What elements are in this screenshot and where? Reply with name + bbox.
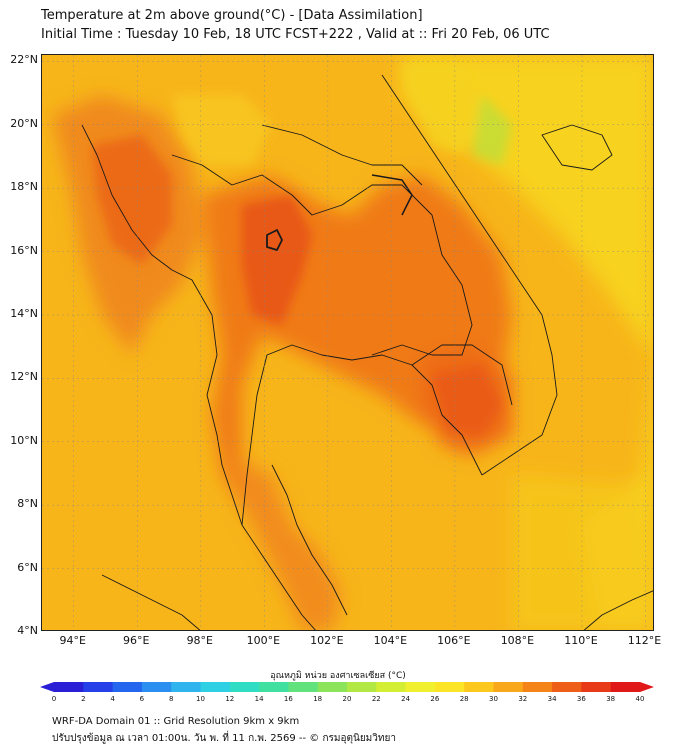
lat-label: 18°N — [10, 180, 38, 194]
colorbar-tick-label: 18 — [313, 695, 323, 703]
lat-label: 14°N — [10, 306, 38, 320]
colorbar-segment — [464, 682, 494, 692]
lat-label: 12°N — [10, 370, 38, 384]
lon-label: 108°E — [500, 634, 535, 647]
malay-peninsula-east-coastline — [271, 464, 348, 616]
colorbar-tick-label: 24 — [401, 695, 411, 703]
hainan-coastline — [541, 124, 613, 171]
colorbar-segment — [581, 682, 612, 692]
colorbar-tick-label: 10 — [196, 695, 205, 703]
colorbar-segment — [259, 682, 289, 692]
colorbar-tick-label: 40 — [635, 695, 645, 703]
colorbar-tick-label: 22 — [371, 695, 381, 703]
colorbar-tick-label: 4 — [110, 695, 115, 703]
myanmar-coastline — [81, 124, 243, 526]
colorbar-segment — [493, 682, 524, 692]
colorbar-tick-label: 0 — [51, 695, 57, 703]
lon-label: 96°E — [123, 634, 150, 647]
lon-label: 94°E — [59, 634, 86, 647]
central-thailand-hot-spot — [242, 195, 312, 325]
colorbar-tick-label: 28 — [459, 695, 469, 703]
lat-label: 6°N — [17, 560, 38, 574]
colorbar-segment — [288, 682, 319, 692]
colorbar-tick-label: 30 — [489, 695, 498, 703]
colorbar-tick-label: 16 — [283, 695, 293, 703]
colorbar-segment — [112, 682, 143, 692]
temperature-map — [41, 54, 654, 631]
colorbar-tick-label: 6 — [139, 695, 145, 703]
colorbar-segment — [552, 682, 582, 692]
laos-border — [261, 124, 423, 186]
lat-label: 10°N — [10, 433, 38, 447]
northern-thailand-cool-spot — [172, 95, 272, 165]
lat-label: 20°N — [10, 116, 38, 130]
myanmar-hot-spot — [92, 135, 172, 265]
colorbar-tick-label: 2 — [81, 695, 86, 703]
borneo-coastline — [583, 590, 653, 630]
south-china-sea-warm-region — [512, 475, 653, 630]
cambodia-hot-spot — [432, 365, 502, 435]
sumatra-coastline — [101, 574, 201, 630]
map-title: Temperature at 2m above ground(°C) - [Da… — [41, 8, 423, 23]
colorbar-min-arrow — [40, 682, 54, 692]
colorbar-tick-label: 8 — [168, 695, 174, 703]
colorbar-tick-label: 12 — [225, 695, 235, 703]
vietnam-coastline — [381, 74, 558, 476]
lon-label: 98°E — [186, 634, 214, 647]
colorbar-title: อุณหภูมิ หน่วย องศาเซลเซียส (°C) — [270, 671, 406, 681]
colorbar-tick-label: 20 — [342, 695, 352, 703]
malay-peninsula-warm-region — [232, 455, 342, 630]
lon-label: 102°E — [310, 634, 344, 647]
lat-label: 22°N — [10, 53, 38, 67]
laos-highland-yellow-region — [402, 65, 482, 155]
colorbar-segment — [610, 682, 641, 692]
colorbar-segment — [229, 682, 260, 692]
colorbar-tick-label: 36 — [576, 695, 586, 703]
colorbar-segment — [405, 682, 436, 692]
lon-label: 100°E — [246, 634, 281, 647]
colorbar-segment — [200, 682, 231, 692]
colorbar-segment — [171, 682, 201, 692]
colorbar-segment — [317, 682, 348, 692]
colorbar-tick-label: 32 — [518, 695, 528, 703]
colorbar-segment — [83, 682, 114, 692]
colorbar-tick-label: 38 — [606, 695, 616, 703]
map-subtitle: Initial Time : Tuesday 10 Feb, 18 UTC FC… — [41, 27, 550, 42]
thai-border — [171, 154, 473, 356]
footer-domain-info: WRF-DA Domain 01 :: Grid Resolution 9km … — [52, 716, 300, 727]
bangkok-lake-contour — [266, 229, 283, 251]
colorbar-segment — [376, 682, 407, 692]
cambodia-border — [411, 344, 513, 406]
colorbar-tick-label: 34 — [547, 695, 557, 703]
lon-label: 106°E — [437, 634, 471, 647]
colorbar-segment — [141, 682, 172, 692]
gulf-of-thailand-coastline — [241, 344, 483, 526]
lat-label: 8°N — [17, 497, 38, 511]
colorbar-segment — [434, 682, 465, 692]
colorbar-segment — [54, 682, 84, 692]
lat-label: 4°N — [17, 624, 38, 637]
vietnam-highland-cool-region — [472, 95, 512, 165]
colorbar-tick-label: 14 — [254, 695, 264, 703]
colorbar — [40, 682, 654, 692]
footer-update-info: ปรับปรุงข้อมูล ณ เวลา 01:00น. วัน พ. ที่… — [52, 733, 396, 744]
lon-label: 110°E — [564, 634, 598, 647]
lon-label: 112°E — [627, 634, 662, 647]
colorbar-segment — [347, 682, 377, 692]
lat-label: 16°N — [10, 243, 38, 257]
east-sea-yellow-region — [402, 55, 653, 630]
colorbar-tick-label: 26 — [430, 695, 440, 703]
colorbar-segment — [522, 682, 553, 692]
lon-label: 104°E — [373, 634, 408, 647]
malay-peninsula-coastline — [241, 524, 316, 630]
northeast-contour — [371, 174, 413, 216]
colorbar-max-arrow — [640, 682, 654, 692]
